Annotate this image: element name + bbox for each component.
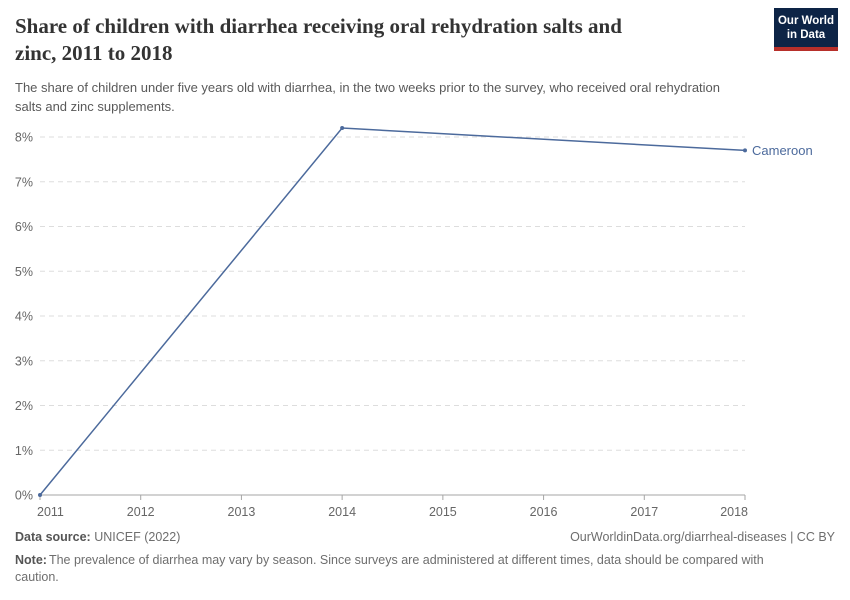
- y-tick-label: 5%: [15, 265, 33, 279]
- owid-logo-line-1: Our World: [777, 15, 834, 27]
- owid-logo-line-2: in Data: [786, 29, 826, 41]
- y-tick-label: 3%: [15, 354, 33, 368]
- data-point[interactable]: [38, 493, 42, 497]
- series-label-cameroon: Cameroon: [752, 143, 813, 158]
- x-tick-label: 2011: [37, 505, 64, 519]
- footer-note: Note: The prevalence of diarrhea may vary…: [15, 552, 805, 586]
- y-tick-label: 2%: [15, 399, 33, 413]
- chart-subtitle: The share of children under five years o…: [15, 78, 837, 116]
- footer-source-row: Data source: UNICEF (2022) OurWorldinDat…: [15, 530, 835, 544]
- note-text-line-1: The prevalence of diarrhea may vary by s…: [48, 553, 764, 567]
- x-tick-label: 2013: [228, 505, 256, 519]
- x-tick-label: 2018: [720, 505, 748, 519]
- footer-link[interactable]: OurWorldinData.org/diarrheal-diseases | …: [570, 530, 835, 544]
- owid-logo: Our World in Data: [774, 8, 838, 51]
- chart-subtitle-line-1: The share of children under five years o…: [15, 80, 721, 95]
- y-tick-label: 1%: [15, 444, 33, 458]
- chart-canvas[interactable]: 0% 1% 2% 3% 4% 5% 6% 7% 8% 2011 2012 2013 2014 2015 20…: [0, 115, 850, 535]
- note-label: Note:: [15, 553, 47, 567]
- x-tick-label: 2016: [530, 505, 558, 519]
- data-point[interactable]: [743, 148, 747, 153]
- y-tick-label: 0%: [15, 489, 33, 503]
- data-source: Data source: UNICEF (2022): [15, 530, 180, 544]
- y-tick-label: 7%: [15, 175, 33, 189]
- chart-subtitle-line-2: salts and zinc supplements.: [15, 99, 175, 114]
- y-tick-label: 8%: [15, 131, 33, 145]
- data-source-label: Data source:: [15, 530, 91, 544]
- data-point[interactable]: [340, 126, 345, 131]
- chart-plot-area[interactable]: 0% 1% 2% 3% 4% 5% 6% 7% 8% 2011 2012 2013 2014 2015 20…: [0, 115, 850, 535]
- data-source-value: UNICEF (2022): [94, 530, 181, 544]
- x-tick-label: 2014: [328, 505, 356, 519]
- x-tick-label: 2017: [630, 505, 658, 519]
- page-title-line-2: zinc, 2011 to 2018: [15, 41, 173, 65]
- page-title-line-1: Share of children with diarrhea receivin…: [15, 14, 622, 38]
- data-line-cameroon[interactable]: [39, 127, 746, 496]
- y-tick-label: 4%: [15, 310, 33, 324]
- x-tick-label: 2015: [429, 505, 457, 519]
- x-tick-label: 2012: [127, 505, 155, 519]
- note-text-line-2: caution.: [15, 570, 59, 584]
- page-title: Share of children with diarrhea receivin…: [15, 13, 755, 67]
- y-tick-label: 6%: [15, 220, 33, 234]
